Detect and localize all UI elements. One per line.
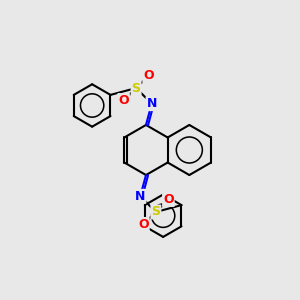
Text: O: O <box>163 193 174 206</box>
Text: S: S <box>132 82 141 94</box>
Text: O: O <box>118 94 129 107</box>
Text: O: O <box>138 218 149 231</box>
Text: S: S <box>152 206 160 218</box>
Text: N: N <box>135 190 146 203</box>
Text: N: N <box>146 97 157 110</box>
Text: O: O <box>143 69 154 82</box>
